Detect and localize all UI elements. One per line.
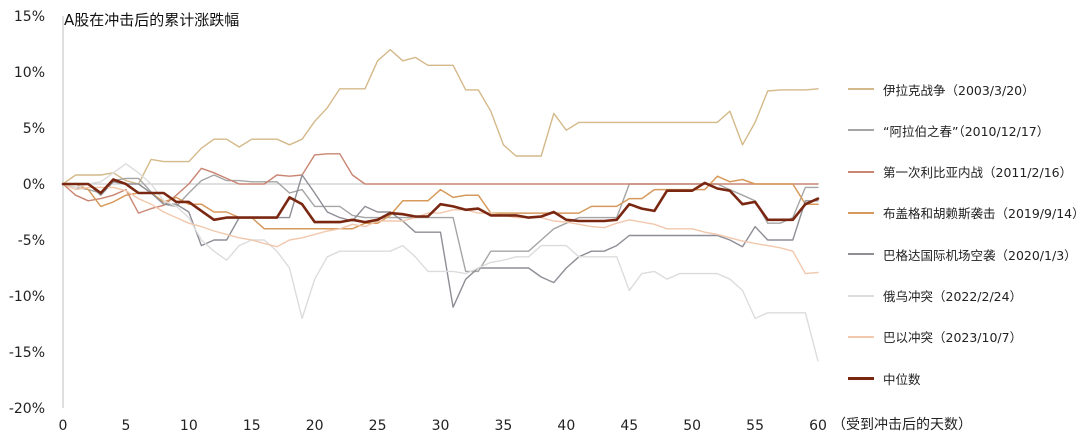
legend-swatch — [848, 129, 874, 132]
x-tick-label: 45 — [620, 418, 638, 434]
series-line-0 — [62, 48, 819, 185]
legend-item: 中位数 — [848, 368, 921, 388]
x-tick-label: 5 — [121, 418, 130, 434]
legend-swatch — [848, 376, 874, 380]
x-tick-label: 40 — [557, 418, 575, 434]
axes: 15% 10% 5% 0% -5% -10% -15% -20% 0 5 10 15 20 25 30 35 4… — [9, 9, 827, 434]
x-tick-label: 0 — [59, 418, 68, 434]
legend-label: 俄乌冲突（2022/2/24） — [883, 289, 1023, 304]
legend-label: 中位数 — [883, 371, 921, 387]
legend-swatch — [848, 88, 874, 90]
legend-swatch — [848, 253, 874, 256]
x-tick-label: 25 — [369, 418, 387, 434]
x-tick-label: 10 — [180, 418, 198, 434]
legend-label: “阿拉伯之春”（2010/12/17） — [883, 123, 1050, 139]
series-line-5 — [62, 163, 819, 362]
legend-swatch — [848, 211, 874, 214]
y-tick-label: 5% — [23, 121, 45, 137]
x-tick-label: 55 — [746, 418, 764, 434]
series-line-6 — [62, 183, 819, 275]
chart-title: A股在冲击后的累计涨跌幅 — [64, 11, 240, 29]
legend-item: 巴以冲突（2023/10/7） — [848, 327, 1022, 347]
legend-item: 俄乌冲突（2022/2/24） — [848, 286, 1022, 306]
legend-label: 伊拉克战争（2003/3/20） — [883, 82, 1035, 98]
y-tick-label: 10% — [14, 65, 45, 81]
series-line-4 — [62, 174, 819, 308]
legend-label: 巴以冲突（2023/10/7） — [883, 330, 1023, 346]
y-tick-label: -10% — [9, 289, 45, 305]
legend-swatch — [848, 335, 874, 338]
legend-label: 布盖格和胡赖斯袭击（2019/9/14） — [883, 206, 1080, 222]
series-layer — [61, 48, 820, 362]
y-tick-label: -20% — [9, 401, 45, 417]
legend-item: 伊拉克战争（2003/3/20） — [848, 79, 1035, 99]
legend-label: 巴格达国际机场空袭（2020/1/3） — [883, 247, 1077, 263]
x-tick-label: 50 — [683, 418, 701, 434]
legend-item: 巴格达国际机场空袭（2020/1/3） — [848, 244, 1077, 264]
legend-item: 布盖格和胡赖斯袭击（2019/9/14） — [848, 203, 1080, 223]
y-tick-label: -15% — [9, 345, 45, 361]
x-axis-label: （受到冲击后的天数） — [832, 417, 972, 433]
x-tick-label: 15 — [243, 418, 261, 434]
x-tick-label: 35 — [495, 418, 513, 434]
y-tick-label: 15% — [14, 9, 45, 25]
x-tick-label: 20 — [306, 418, 324, 434]
legend-swatch — [848, 294, 874, 297]
legend-label: 第一次利比亚内战（2011/2/16） — [883, 165, 1073, 181]
series-line-2 — [62, 153, 819, 214]
series-line-7 — [61, 178, 820, 224]
legend-item: 第一次利比亚内战（2011/2/16） — [848, 162, 1072, 182]
legend-item: “阿拉伯之春”（2010/12/17） — [848, 120, 1049, 140]
y-tick-label: 0% — [23, 177, 45, 193]
legend-swatch — [848, 170, 874, 173]
y-tick-label: -5% — [18, 233, 45, 249]
x-tick-label: 30 — [432, 418, 450, 434]
x-tick-label: 60 — [809, 418, 827, 434]
